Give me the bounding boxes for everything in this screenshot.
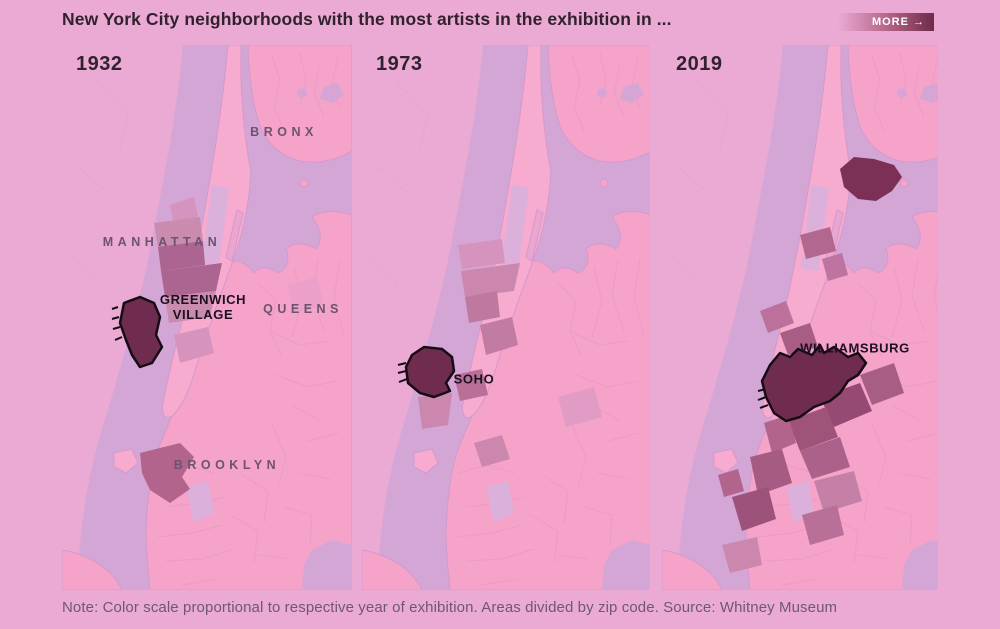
williamsburg-line: WILLIAMSBURG xyxy=(800,340,910,356)
borough-label-manhattan: MANHATTAN xyxy=(102,235,222,249)
year-label-1932: 1932 xyxy=(76,53,123,75)
source-note: Note: Color scale proportional to respec… xyxy=(62,599,838,616)
year-label-2019: 2019 xyxy=(676,53,723,75)
more-button[interactable]: MORE → xyxy=(837,13,934,31)
highlight-soho xyxy=(397,345,456,399)
year-label-1973: 1973 xyxy=(376,53,423,75)
highlight-greenwich-village xyxy=(111,295,164,369)
soho-line: SOHO xyxy=(453,371,495,387)
more-button-label: MORE → xyxy=(871,16,925,28)
borough-label-brooklyn: BROOKLYN xyxy=(173,458,281,472)
map-panel-1932: 1932 BRONX MANHATTAN QUEENS BROOKLYN GRE… xyxy=(62,45,352,590)
map-panel-1973: 1973 SOHO xyxy=(362,45,650,590)
neighborhood-label-williamsburg: WILLIAMSBURG xyxy=(800,341,910,356)
greenwich-line: GREENWICH xyxy=(159,292,247,307)
map-panels: 1932 BRONX MANHATTAN QUEENS BROOKLYN GRE… xyxy=(62,45,938,590)
shaded-zips-1973 xyxy=(418,239,602,467)
borough-label-bronx: BRONX xyxy=(250,125,318,139)
neighborhood-label-soho: SOHO xyxy=(454,372,495,387)
neighborhood-label-greenwich-village: GREENWICH VILLAGE xyxy=(160,292,246,322)
map-2019 xyxy=(662,45,938,590)
page-title: New York City neighborhoods with the mos… xyxy=(62,9,672,29)
village-line: VILLAGE xyxy=(172,307,234,322)
borough-label-queens: QUEENS xyxy=(263,302,343,316)
map-1973 xyxy=(362,45,650,590)
highlight-williamsburg xyxy=(757,343,868,423)
shaded-zips-1932 xyxy=(140,197,324,503)
map-1932 xyxy=(62,45,352,590)
map-panel-2019: 2019 WILLIAMSBURG xyxy=(662,45,938,590)
